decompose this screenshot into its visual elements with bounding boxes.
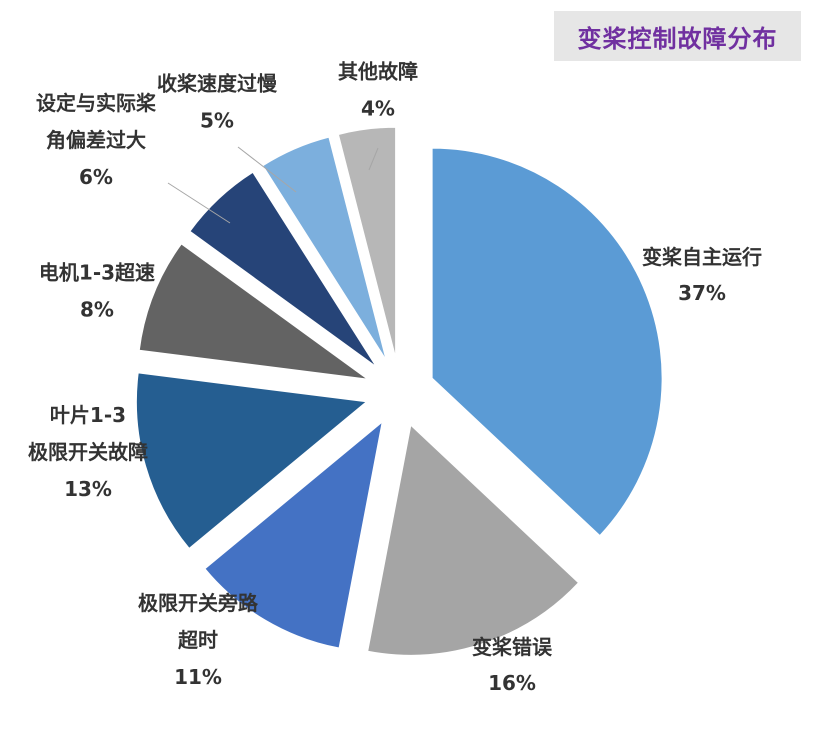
slice-label-line: 超时 [177,628,218,652]
slice-label-0: 变桨自主运行 37% [642,245,762,305]
slice-percent: 4% [361,97,395,121]
leader-line-7 [368,147,379,171]
slice-label-line: 变桨错误 [472,635,553,659]
leader-line-5 [167,182,231,224]
pie-slice-5 [189,171,377,367]
pie-slice-6 [262,136,387,361]
slice-label-line: 角偏差过大 [46,128,146,152]
slice-label-2: 极限开关旁路超时 11% [138,591,259,689]
slice-label-line: 其他故障 [338,60,418,84]
chart-title: 变桨控制故障分布 [577,24,778,53]
slice-label-6: 收桨速度过慢 5% [157,72,278,133]
pie-slices [135,126,663,656]
pie-slice-0 [431,147,663,537]
slice-label-line: 叶片1-3 [50,403,126,427]
slice-label-4: 电机1-3超速 8% [39,261,155,322]
leader-line-6 [237,146,297,193]
slice-percent: 16% [488,671,536,695]
pie-slice-3 [135,372,368,550]
chart-title-box: 变桨控制故障分布 [554,11,801,61]
pie-slice-7 [337,126,397,358]
slice-label-7: 其他故障 4% [338,60,418,121]
slice-percent: 13% [64,477,112,501]
slice-label-line: 电机1-3超速 [39,261,155,285]
slice-percent: 6% [79,165,113,189]
slice-label-5: 设定与实际桨角偏差过大 6% [36,91,157,189]
slice-labels: 变桨自主运行 37% 变桨错误 16% 极限开关旁路超时 11% 叶片1-3 极限开关故障 13… [28,60,762,696]
slice-label-line: 变桨自主运行 [642,245,762,269]
slice-label-line: 设定与实际桨 [36,91,157,115]
pie-slice-4 [138,243,368,380]
slice-label-line: 收桨速度过慢 [157,72,278,96]
slice-percent: 5% [200,109,234,133]
slice-label-1: 变桨错误 16% [472,635,553,695]
slice-label-line: 极限开关故障 [28,440,148,464]
slice-label-line: 极限开关旁路 [138,591,259,615]
leader-lines [167,146,379,224]
slice-percent: 11% [174,665,222,689]
slice-label-3: 叶片1-3 极限开关故障 13% [28,403,148,501]
pie-slice-2 [204,420,383,649]
pie-slice-1 [367,424,580,656]
slice-percent: 8% [80,298,114,322]
slice-percent: 37% [678,281,726,305]
